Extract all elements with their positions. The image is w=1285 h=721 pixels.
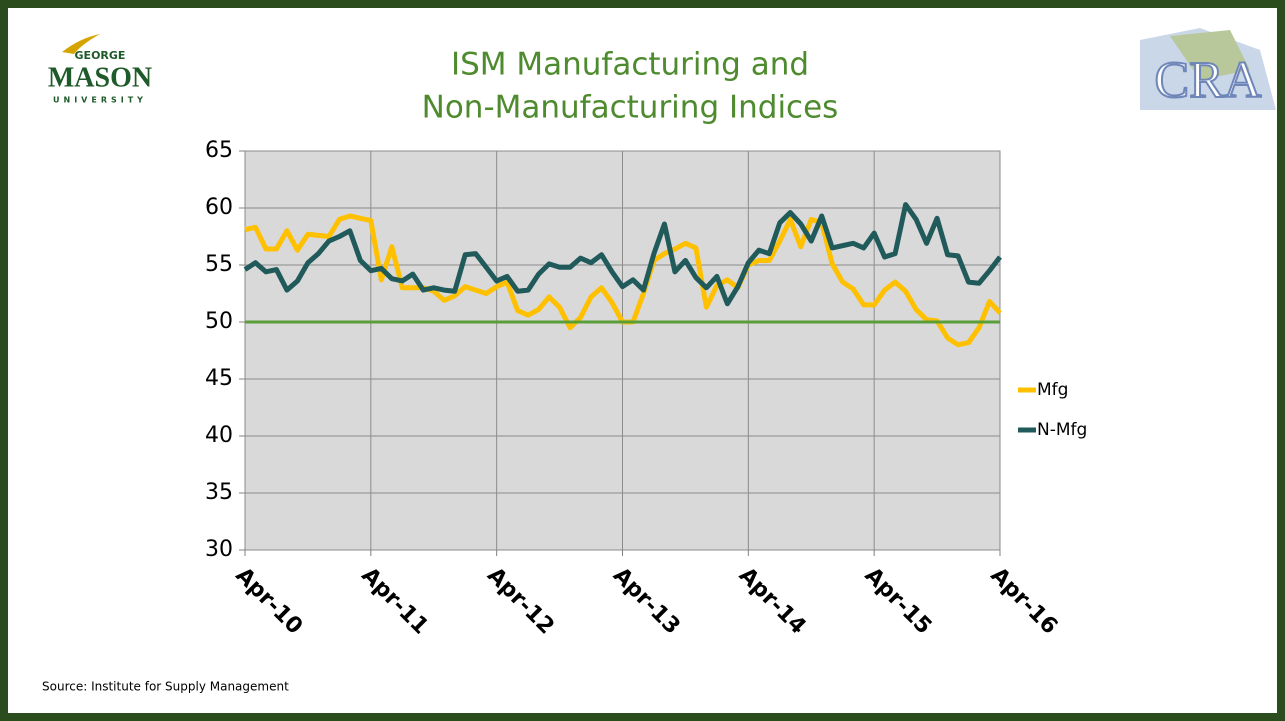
y-tick-label: 40: [205, 423, 233, 448]
y-tick-label: 45: [205, 366, 233, 391]
legend-label: N-Mfg: [1037, 420, 1087, 440]
chart-title: ISM Manufacturing and: [451, 47, 809, 83]
series-line: [243, 202, 1002, 307]
gmu-logo: GEORGE MASON UNIVERSITY: [48, 34, 152, 105]
chart-title: Non-Manufacturing Indices: [422, 90, 839, 126]
y-tick-label: 65: [205, 138, 233, 163]
logo-map: [1170, 30, 1250, 80]
y-tick-label: 30: [205, 537, 233, 562]
y-tick-label: 50: [205, 309, 233, 334]
logo-text: MASON: [48, 62, 152, 93]
legend-label: Mfg: [1037, 380, 1068, 400]
y-tick-label: 60: [205, 195, 233, 220]
source-note: Source: Institute for Supply Management: [42, 680, 289, 694]
y-tick-label: 35: [205, 480, 233, 505]
logo-text: CRA: [1155, 52, 1262, 109]
logo-swoosh: [62, 34, 100, 54]
cra-logo: CRA: [1140, 28, 1276, 110]
logo-text: GEORGE: [75, 49, 126, 62]
y-tick-label: 55: [205, 252, 233, 277]
logo-text: UNIVERSITY: [53, 96, 147, 105]
